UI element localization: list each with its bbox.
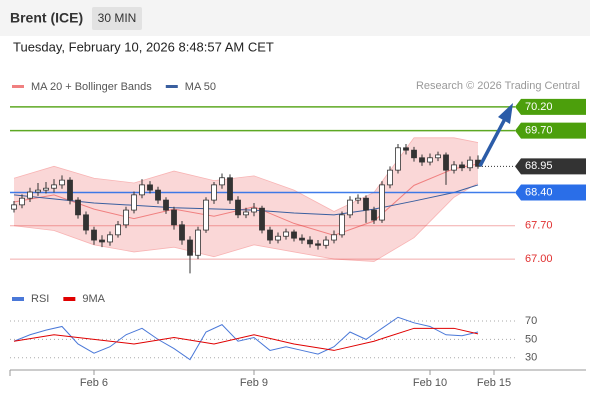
candle-body [99, 239, 105, 243]
candle-body [339, 214, 345, 236]
candle-body [83, 214, 89, 231]
level-label: 68.40 [525, 186, 553, 198]
level-box [515, 158, 586, 175]
candle-body [259, 207, 265, 231]
candle-body [323, 239, 329, 246]
candle-body [355, 197, 361, 201]
price-panel: MA 20 + Bollinger Bands MA 50 70.20 69.70 68… [10, 81, 586, 389]
forecast-arrowhead [498, 103, 513, 124]
legend-swatch [12, 297, 24, 301]
level-box [515, 98, 586, 115]
x-tick-label: Feb 6 [80, 377, 108, 389]
candle-body [163, 199, 169, 211]
candle-body [411, 149, 417, 159]
level-box [515, 184, 586, 201]
level-box [515, 122, 586, 139]
candle-body [171, 209, 177, 226]
candle-body [243, 211, 249, 216]
candle-body [195, 229, 201, 256]
candle-body [139, 184, 145, 196]
candle-body [387, 169, 393, 186]
candle-body [59, 179, 65, 186]
candle-body [43, 187, 49, 191]
x-tick-label: Feb 15 [477, 377, 511, 389]
candle-body [427, 157, 433, 163]
candle-body [379, 184, 385, 221]
x-tick-label: Feb 10 [413, 377, 447, 389]
y-tick-label: 50 [525, 333, 537, 345]
candle-body [19, 197, 25, 206]
candle-body [443, 154, 449, 171]
candle-body [419, 157, 425, 163]
candle-body [275, 235, 281, 241]
candle-body [155, 189, 161, 201]
candle-body [51, 184, 57, 189]
candle-body [227, 177, 233, 201]
candle-body [371, 209, 377, 221]
bollinger-area [14, 137, 478, 262]
legend-label: MA 50 [185, 81, 216, 93]
forecast-arrow [478, 114, 509, 167]
legend-swatch [12, 85, 24, 88]
candle-body [11, 204, 17, 210]
candle-body [291, 231, 297, 239]
legend-swatch [63, 297, 76, 301]
candle-body [115, 224, 121, 236]
x-tick-label: Feb 9 [240, 377, 268, 389]
candle-body [251, 207, 257, 213]
level-label: 69.70 [525, 125, 553, 137]
bollinger-upper [13, 137, 479, 212]
candle-body [315, 243, 321, 246]
rsi-panel: RSI 9MA 30 50 70 [10, 293, 537, 364]
title: Brent (ICE) [10, 10, 83, 26]
candle-body [123, 209, 129, 226]
candle-body [267, 229, 273, 241]
candle-body [395, 147, 401, 171]
candle-body [347, 199, 353, 216]
candle-body [211, 184, 217, 201]
candle-body [331, 234, 337, 241]
series-line [13, 327, 479, 351]
level-label: 70.20 [525, 101, 553, 113]
candle-body [67, 179, 73, 201]
candle-body [187, 239, 193, 256]
candle-body [363, 197, 369, 211]
timeframe: 30 MIN [98, 11, 137, 25]
candle-body [283, 231, 289, 237]
series-line [13, 316, 479, 361]
header-bar [0, 0, 590, 36]
candle-body [467, 159, 473, 169]
candle-body [451, 164, 457, 171]
datetime: Tuesday, February 10, 2026 8:48:57 AM CE… [13, 39, 274, 54]
legend-label: 9MA [82, 293, 105, 305]
level-label: 67.70 [525, 220, 553, 232]
candle-body [27, 191, 33, 199]
candle-body [179, 224, 185, 241]
timeframe-badge [92, 7, 142, 30]
candle-body [235, 199, 241, 216]
candle-body [203, 199, 209, 231]
candle-body [403, 147, 409, 151]
candle-body [75, 199, 81, 216]
y-tick-label: 30 [525, 352, 537, 364]
legend-label: RSI [31, 293, 49, 305]
y-tick-label: 70 [525, 315, 537, 327]
candle-body [435, 154, 441, 159]
candle-body [91, 229, 97, 241]
candle-body [219, 177, 225, 186]
credit: Research © 2026 Trading Central [416, 80, 580, 92]
level-label: 67.00 [525, 253, 553, 265]
candle-body [459, 164, 465, 169]
candle-body [131, 194, 137, 211]
candle-body [307, 239, 313, 245]
candle-body [147, 184, 153, 191]
candle-body [107, 234, 113, 243]
legend-swatch [165, 85, 178, 88]
candle-body [299, 237, 305, 241]
candle-body [35, 189, 41, 193]
legend-label: MA 20 + Bollinger Bands [31, 81, 152, 93]
level-label: 68.95 [525, 160, 553, 172]
